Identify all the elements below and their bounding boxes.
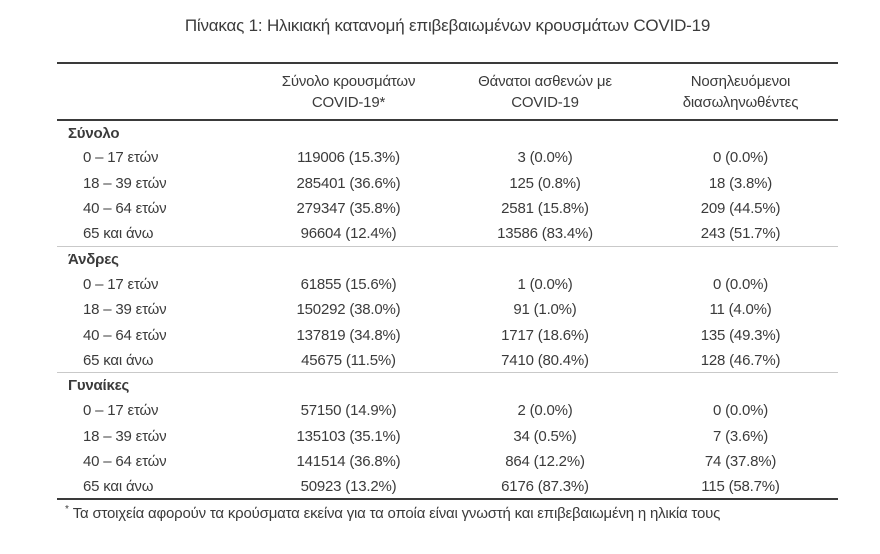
- age-label-cell: 0 – 17 ετών: [83, 275, 159, 293]
- data-row: 40 – 64 ετών 137819 (34.8%) 1717 (18.6%) 13…: [57, 322, 838, 347]
- cases-cell: 61855 (15.6%): [300, 275, 397, 293]
- section-empty-cell: [643, 245, 838, 272]
- age-label-cell: 40 – 64 ετών: [83, 453, 167, 470]
- data-row: 40 – 64 ετών 141514 (36.8%) 864 (12.2%) 74 …: [57, 449, 838, 474]
- deaths-cell: 125 (0.8%): [509, 174, 581, 192]
- header-cell-deaths: Θάνατοι ασθενών με COVID-19: [447, 62, 643, 121]
- cases-cell: 141514 (36.8%): [296, 453, 401, 470]
- intubated-cell: 128 (46.7%): [700, 351, 781, 369]
- header-row: Σύνολο κρουσμάτων COVID-19* Θάνατοι ασθε…: [57, 62, 838, 121]
- header-cell-empty: [57, 62, 250, 121]
- cases-cell: 279347 (35.8%): [296, 200, 401, 218]
- age-label-cell: 0 – 17 ετών: [83, 149, 159, 167]
- section-empty-cell: [447, 245, 643, 272]
- deaths-cell: 864 (12.2%): [505, 453, 585, 470]
- section-empty-cell: [447, 372, 643, 399]
- intubated-cell: 243 (51.7%): [700, 225, 781, 243]
- age-label-cell: 40 – 64 ετών: [83, 326, 167, 344]
- header-deaths-line2: COVID-19: [511, 93, 579, 111]
- intubated-cell: 0 (0.0%): [712, 275, 769, 293]
- age-label-cell: 40 – 64 ετών: [83, 200, 167, 218]
- cases-cell: 285401 (36.6%): [296, 174, 401, 192]
- cases-cell: 50923 (13.2%): [250, 474, 447, 501]
- section-empty-cell: [250, 245, 447, 272]
- section-label: Σύνολο: [68, 124, 120, 142]
- intubated-cell: 115 (58.7%): [643, 474, 838, 501]
- section-empty-cell: [643, 120, 838, 145]
- age-label-cell: 65 και άνω: [57, 474, 250, 501]
- footnote-text: Τα στοιχεία αφορούν τα κρούσματα εκείνα …: [72, 505, 721, 522]
- age-label-cell: 18 – 39 ετών: [83, 427, 167, 445]
- data-row: 65 και άνω 96604 (12.4%) 13586 (83.4%) 243 …: [57, 221, 838, 246]
- data-row: 65 και άνω 50923 (13.2%) 6176 (87.3%) 115 (…: [57, 474, 838, 501]
- age-label-cell: 18 – 39 ετών: [83, 174, 167, 192]
- section-label: Άνδρες: [57, 245, 250, 272]
- data-row: 18 – 39 ετών 285401 (36.6%) 125 (0.8%) 18 (…: [57, 171, 838, 196]
- cases-cell: 96604 (12.4%): [300, 225, 397, 243]
- intubated-cell: 135 (49.3%): [700, 326, 781, 344]
- deaths-cell: 3 (0.0%): [517, 149, 573, 167]
- deaths-cell: 6176 (87.3%): [447, 474, 643, 501]
- age-label-cell: 65 και άνω: [83, 351, 154, 369]
- footnote: * Τα στοιχεία αφορούν τα κρούσματα εκείνα…: [57, 504, 838, 522]
- cases-cell: 45675 (11.5%): [301, 351, 396, 369]
- intubated-cell: 0 (0.0%): [712, 402, 769, 420]
- data-row: 40 – 64 ετών 279347 (35.8%) 2581 (15.8%) 20…: [57, 196, 838, 221]
- intubated-cell: 18 (3.8%): [708, 174, 773, 192]
- section-row: Γυναίκες: [57, 372, 838, 399]
- table-title: Πίνακας 1: Ηλικιακή κατανομή επιβεβαιωμέ…: [184, 16, 711, 35]
- cases-cell: 150292 (38.0%): [296, 301, 401, 319]
- deaths-cell: 7410 (80.4%): [501, 351, 589, 369]
- data-row: 65 και άνω 45675 (11.5%) 7410 (80.4%) 128 (…: [57, 348, 838, 373]
- header-intubated-line1: Νοσηλευόμενοι: [690, 72, 791, 90]
- data-row: 0 – 17 ετών 57150 (14.9%) 2 (0.0%) 0 (0.0%): [57, 398, 838, 423]
- deaths-cell: 1 (0.0%): [517, 275, 573, 293]
- table-header: Σύνολο κρουσμάτων COVID-19* Θάνατοι ασθε…: [57, 62, 838, 121]
- section-row: Σύνολο: [57, 120, 838, 145]
- deaths-cell: 91 (1.0%): [513, 301, 577, 319]
- section-label: Γυναίκες: [57, 372, 250, 399]
- header-deaths-line1: Θάνατοι ασθενών με: [478, 72, 612, 90]
- cases-cell: 57150 (14.9%): [300, 402, 397, 420]
- header-cell-cases: Σύνολο κρουσμάτων COVID-19*: [250, 62, 447, 121]
- deaths-cell: 2 (0.0%): [517, 402, 573, 420]
- section-empty-cell: [643, 372, 838, 399]
- header-intubated-line2: διασωληνωθέντες: [682, 93, 799, 111]
- cases-cell: 137819 (34.8%): [296, 326, 401, 344]
- cases-cell: 119006 (15.3%): [297, 149, 400, 167]
- data-row: 0 – 17 ετών 61855 (15.6%) 1 (0.0%) 0 (0.0%): [57, 272, 838, 297]
- cases-cell: 135103 (35.1%): [296, 427, 401, 445]
- section-row: Άνδρες: [57, 245, 838, 272]
- header-cases-line2: COVID-19*: [311, 93, 386, 111]
- intubated-cell: 209 (44.5%): [700, 200, 781, 218]
- intubated-cell: 0 (0.0%): [712, 149, 769, 167]
- data-row: 18 – 39 ετών 135103 (35.1%) 34 (0.5%) 7 (3.…: [57, 424, 838, 449]
- intubated-cell: 7 (3.6%): [712, 427, 769, 445]
- section-empty-cell: [447, 120, 643, 145]
- covid-age-table: Σύνολο κρουσμάτων COVID-19* Θάνατοι ασθε…: [57, 62, 838, 501]
- table-body: Σύνολο 0 – 17 ετών 119006 (15.3%) 3 (0.0%) 0…: [57, 120, 838, 501]
- covid-age-table-wrap: Σύνολο κρουσμάτων COVID-19* Θάνατοι ασθε…: [57, 62, 838, 501]
- intubated-cell: 74 (37.8%): [704, 453, 777, 470]
- data-row: 0 – 17 ετών 119006 (15.3%) 3 (0.0%) 0 (0.0%…: [57, 145, 838, 170]
- deaths-cell: 13586 (83.4%): [497, 225, 593, 243]
- footnote-asterisk: *: [65, 504, 69, 515]
- data-row: 18 – 39 ετών 150292 (38.0%) 91 (1.0%) 11 (4…: [57, 297, 838, 322]
- age-label-cell: 65 και άνω: [83, 225, 154, 243]
- age-label-cell: 18 – 39 ετών: [83, 301, 167, 319]
- header-cell-intubated: Νοσηλευόμενοι διασωληνωθέντες: [643, 62, 838, 121]
- age-label-cell: 0 – 17 ετών: [83, 402, 159, 420]
- header-cases-line1: Σύνολο κρουσμάτων: [281, 72, 416, 90]
- section-empty-cell: [250, 120, 447, 145]
- deaths-cell: 2581 (15.8%): [501, 200, 589, 218]
- intubated-cell: 11 (4.0%): [709, 301, 772, 319]
- section-empty-cell: [250, 372, 447, 399]
- deaths-cell: 1717 (18.6%): [501, 326, 589, 344]
- deaths-cell: 34 (0.5%): [513, 427, 577, 445]
